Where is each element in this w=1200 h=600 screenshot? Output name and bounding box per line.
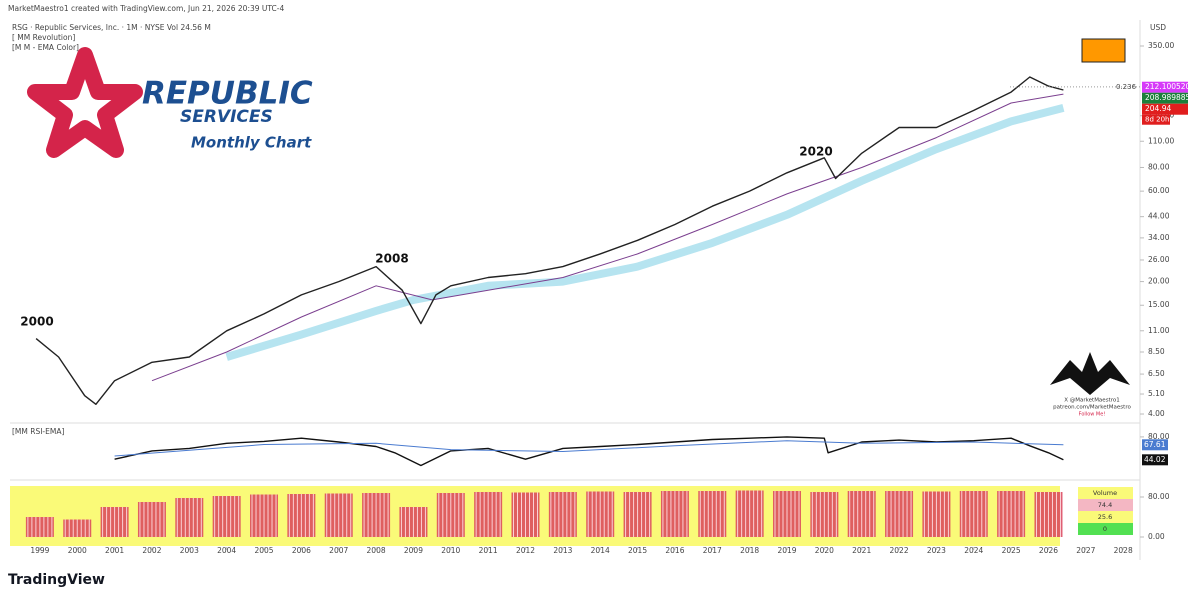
legend-box <box>1078 487 1133 499</box>
y-tick-label: 44.00 <box>1148 212 1170 221</box>
y-tick-label: 350.00 <box>1148 41 1174 50</box>
fib-label: 0.236 <box>1116 83 1137 91</box>
legend-value: 74.4 <box>1098 501 1112 509</box>
y-tick-label: 15.00 <box>1148 300 1170 309</box>
x-tick-label: 2021 <box>852 546 871 555</box>
bat-icon <box>1050 352 1130 395</box>
x-tick-label: 2017 <box>703 546 722 555</box>
x-tick-label: 2000 <box>68 546 87 555</box>
indicator: [M M - EMA Color] <box>12 43 79 52</box>
legend-row <box>1078 523 1133 535</box>
x-tick-label: 2026 <box>1039 546 1058 555</box>
y-tick-label: 4.00 <box>1148 409 1165 418</box>
y-tick-label: 11.00 <box>1148 326 1170 335</box>
y-tick-label: 26.00 <box>1148 255 1170 264</box>
legend-row <box>1078 511 1133 523</box>
last-value-box <box>1142 454 1168 466</box>
series-line <box>114 436 1064 467</box>
x-tick-label: 2020 <box>815 546 834 555</box>
countdown-box <box>1142 114 1170 125</box>
x-tick-label: 2002 <box>142 546 161 555</box>
currency: USD <box>1150 23 1166 32</box>
x-tick-label: 2025 <box>1002 546 1021 555</box>
x-tick-label: 2013 <box>553 546 572 555</box>
x-tick-label: 2018 <box>740 546 759 555</box>
countdown: 8d 20h <box>1145 116 1169 124</box>
x-tick-label: 1999 <box>30 546 49 555</box>
series-line <box>114 440 1064 457</box>
logo: REPUBLIC SERVICES Monthly Chart <box>27 47 313 158</box>
annotation: 2008 <box>375 252 408 266</box>
x-tick-label: 2006 <box>292 546 311 555</box>
marker-box <box>1081 38 1126 63</box>
y-tick-label: 80.00 <box>1148 492 1170 501</box>
x-tick-label: 2010 <box>441 546 460 555</box>
x-tick-label: 2024 <box>964 546 983 555</box>
x-tick-label: 2004 <box>217 546 236 555</box>
y-tick-label: 60.00 <box>1148 186 1170 195</box>
x-tick-label: 2003 <box>180 546 199 555</box>
x-tick-label: 2011 <box>479 546 498 555</box>
last-value: 44.02 <box>1144 455 1166 464</box>
watermark-text: Follow Me! <box>1079 412 1106 418</box>
x-tick-label: 2012 <box>516 546 535 555</box>
legend-title: Volume <box>1093 489 1117 497</box>
price-label-text: 212.100520 <box>1145 82 1191 91</box>
indicator: [ MM Revolution] <box>12 33 75 42</box>
credit: MarketMaestro1 created with TradingView.… <box>8 4 284 13</box>
price-label <box>1142 81 1188 93</box>
symbol: RSG · Republic Services, Inc. · 1M · NYS… <box>12 23 211 32</box>
logo-name: SERVICES <box>180 107 273 127</box>
price-label-text: 208.989885 <box>1145 93 1191 102</box>
legend-row <box>1078 499 1133 511</box>
y-tick-label: 8.50 <box>1148 347 1165 356</box>
watermark: X @MarketMaestro1 patreon.com/MarketMaes… <box>1050 352 1131 418</box>
y-tick-label: 80.00 <box>1148 432 1170 441</box>
x-tick-label: 2027 <box>1076 546 1095 555</box>
y-tick-label: 0.00 <box>1148 532 1165 541</box>
last-value-box <box>1142 439 1168 451</box>
x-tick-label: 2008 <box>367 546 386 555</box>
x-tick-label: 2016 <box>665 546 684 555</box>
logo-star <box>27 47 143 158</box>
series-line <box>151 93 1064 382</box>
price-label <box>1142 92 1188 104</box>
x-tick-label: 2015 <box>628 546 647 555</box>
legend-value: 25.6 <box>1098 513 1112 521</box>
watermark-text: X @MarketMaestro1 <box>1064 398 1119 404</box>
annotation: 2000 <box>20 315 53 329</box>
x-tick-label: 2019 <box>777 546 796 555</box>
y-tick-label: 20.00 <box>1148 277 1170 286</box>
panel-title: [MM RSI-EMA] <box>12 427 64 436</box>
x-tick-label: 2014 <box>591 546 610 555</box>
x-tick-label: 2005 <box>254 546 273 555</box>
annotation: 2020 <box>799 145 832 159</box>
x-tick-label: 2022 <box>890 546 909 555</box>
y-tick-label: 80.00 <box>1148 162 1170 171</box>
logo-name: REPUBLIC <box>142 76 313 112</box>
brand: TradingView <box>8 572 105 588</box>
y-tick-label: 110.00 <box>1148 136 1174 145</box>
y-tick-label: 5.10 <box>1148 389 1165 398</box>
last-value: 67.61 <box>1144 440 1166 449</box>
price-label <box>1142 103 1188 115</box>
x-tick-label: 2028 <box>1114 546 1133 555</box>
x-tick-label: 2001 <box>105 546 124 555</box>
x-tick-label: 2009 <box>404 546 423 555</box>
legend-value: 0 <box>1103 525 1107 533</box>
x-tick-label: 2023 <box>927 546 946 555</box>
watermark-text: patreon.com/MarketMaestro <box>1053 405 1131 411</box>
series-line <box>35 76 1064 405</box>
y-tick-label: 6.50 <box>1148 369 1165 378</box>
logo-subtitle: Monthly Chart <box>191 134 312 152</box>
series-line <box>225 104 1065 361</box>
x-tick-label: 2007 <box>329 546 348 555</box>
y-tick-label: 34.00 <box>1148 233 1170 242</box>
price-label-text: 204.94 <box>1145 104 1171 113</box>
